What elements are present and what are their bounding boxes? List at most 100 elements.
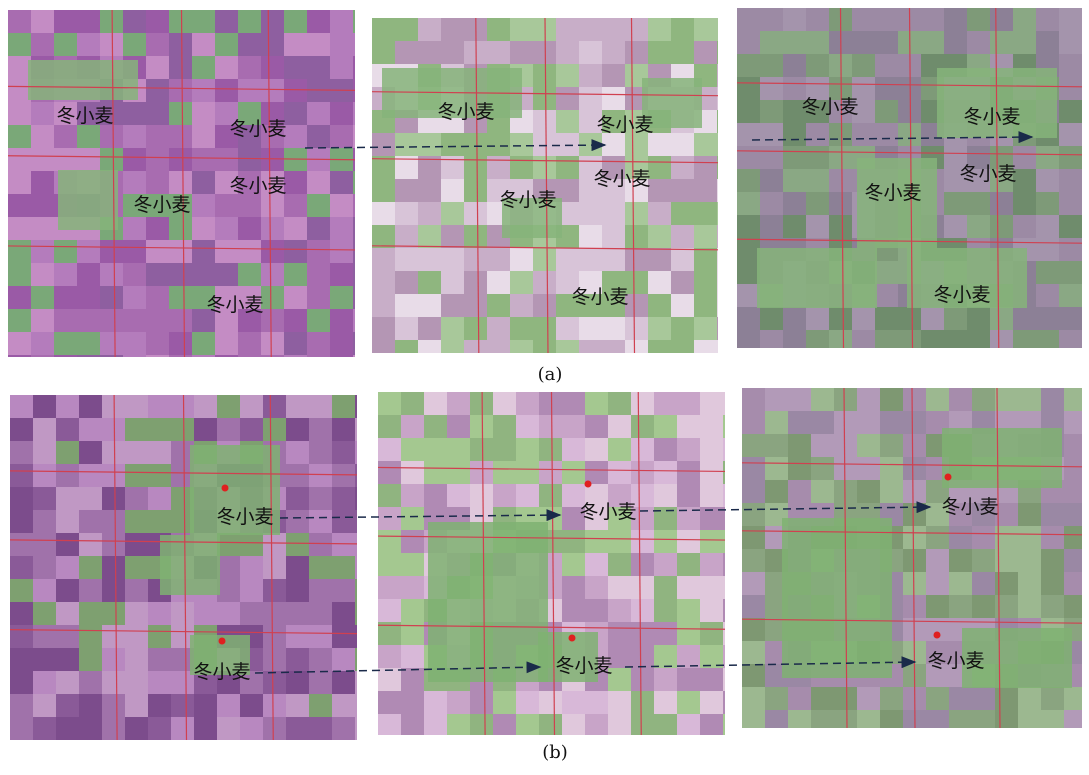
pixel-block [447, 438, 470, 461]
pixel-block [608, 392, 631, 415]
pixel-block [717, 248, 718, 271]
pixel-block [31, 217, 54, 240]
pixel-block [694, 317, 717, 340]
sample-point [569, 635, 576, 642]
pixel-block [717, 41, 718, 64]
pixel-block [625, 317, 648, 340]
pixel-block [1036, 8, 1059, 31]
pixel-block [284, 125, 307, 148]
pixel-block [355, 625, 357, 648]
pixel-block [562, 461, 585, 484]
pixel-block [972, 710, 995, 728]
pixel-block [967, 215, 990, 238]
pixel-block [562, 530, 585, 553]
pixel-block [401, 714, 424, 735]
pixel-block [79, 579, 102, 602]
pixel-block [926, 526, 949, 549]
pixel-block [783, 192, 806, 215]
pixel-block [533, 133, 556, 156]
pixel-block [783, 169, 806, 192]
pixel-block [1036, 307, 1059, 330]
pixel-block [238, 33, 261, 56]
pixel-block [441, 248, 464, 271]
satellite-image [378, 392, 725, 735]
pixel-block [355, 510, 357, 533]
pixel-block [967, 307, 990, 330]
pixel-block [562, 438, 585, 461]
pixel-block [760, 77, 783, 100]
pixel-block [723, 415, 725, 438]
pixel-block [77, 10, 100, 33]
pixel-block [215, 56, 238, 79]
pixel-block [100, 240, 123, 263]
pixel-block [949, 549, 972, 572]
pixel-block [631, 392, 654, 415]
pixel-block [631, 645, 654, 668]
pixel-block [1059, 77, 1082, 100]
pixel-block [169, 56, 192, 79]
pixel-block [949, 526, 972, 549]
pixel-block [401, 691, 424, 714]
pixel-block [217, 602, 240, 625]
pixel-block [1018, 687, 1041, 710]
pixel-block [238, 332, 261, 355]
pixel-block [77, 332, 100, 355]
pixel-block [307, 10, 330, 33]
pixel-block [579, 248, 602, 271]
pixel-block [56, 717, 79, 740]
pixel-block [372, 294, 395, 317]
pixel-block [760, 100, 783, 123]
pixel-block [487, 18, 510, 41]
pixel-block [811, 710, 834, 728]
pixel-block [654, 461, 677, 484]
pixel-block [671, 41, 694, 64]
pixel-block [261, 194, 284, 217]
pixel-block [903, 549, 926, 572]
pixel-block [401, 415, 424, 438]
pixel-block [737, 169, 760, 192]
pixel-block [79, 441, 102, 464]
crop-label: 冬小麦 [229, 118, 286, 140]
pixel-block [806, 169, 829, 192]
pixel-block [395, 202, 418, 225]
pixel-block [125, 694, 148, 717]
pixel-block [493, 461, 516, 484]
pixel-block [102, 510, 125, 533]
pixel-block [261, 79, 284, 102]
satellite-image [8, 10, 355, 357]
pixel-block [123, 286, 146, 309]
pixel-block [353, 33, 355, 56]
pixel-block [332, 694, 355, 717]
pixel-block [903, 526, 926, 549]
pixel-block [217, 694, 240, 717]
pixel-block [8, 286, 31, 309]
pixel-block [944, 31, 967, 54]
pixel-block [307, 217, 330, 240]
pixel-block [56, 441, 79, 464]
pixel-block [54, 332, 77, 355]
pixel-block [79, 533, 102, 556]
pixel-block [677, 668, 700, 691]
pixel-block [995, 710, 1018, 728]
pixel-block [79, 602, 102, 625]
crop-label: 冬小麦 [927, 650, 984, 672]
pixel-block [700, 668, 723, 691]
pixel-block [995, 687, 1018, 710]
pixel-block [8, 217, 31, 240]
pixel-block [284, 171, 307, 194]
pixel-block [602, 340, 625, 353]
pixel-block [54, 286, 77, 309]
pixel-block [1064, 480, 1082, 503]
pixel-block [54, 263, 77, 286]
pixel-block [372, 271, 395, 294]
pixel-block [926, 687, 949, 710]
pixel-block [631, 691, 654, 714]
pixel-block [1059, 307, 1082, 330]
pixel-block [56, 602, 79, 625]
pixel-block [1013, 8, 1036, 31]
pixel-block [533, 317, 556, 340]
pixel-block [418, 248, 441, 271]
pixel-block [493, 438, 516, 461]
pixel-block [169, 309, 192, 332]
pixel-block [834, 388, 857, 411]
